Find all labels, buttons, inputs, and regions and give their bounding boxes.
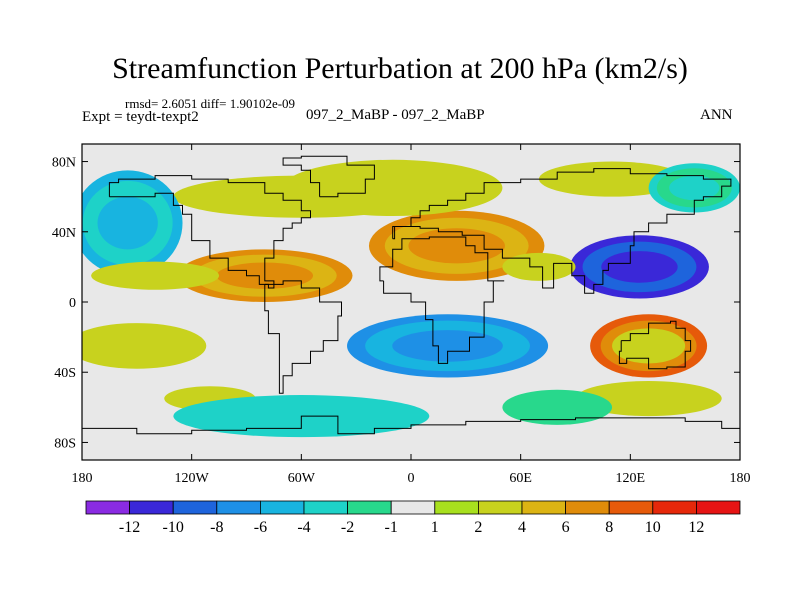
y-tick-label: 0 — [69, 296, 76, 311]
rmsd-label: rmsd= 2.6051 diff= 1.90102e-09 — [125, 96, 296, 111]
colorbar-box — [521, 500, 566, 515]
colorbar-label: -1 — [385, 519, 398, 536]
colorbar-box — [565, 500, 610, 515]
contour-core-4 — [601, 251, 678, 283]
colorbar-box — [129, 500, 174, 515]
colorbar-label: -2 — [341, 519, 354, 536]
season-label: ANN — [700, 107, 733, 123]
colorbar-label: 8 — [605, 519, 613, 536]
x-tick-label: 60E — [509, 471, 532, 486]
chart-title: Streamfunction Perturbation at 200 hPa (… — [112, 52, 688, 85]
colorbar-box — [259, 500, 305, 515]
coastline-6 — [282, 155, 375, 198]
colorbar-box — [216, 500, 261, 515]
coastline-0 — [108, 175, 311, 289]
contour-core-6 — [408, 228, 505, 264]
coastline-4 — [618, 320, 692, 370]
experiment-label: Expt = teydt-texpt2 — [82, 109, 199, 125]
colorbar-box — [696, 500, 741, 515]
y-tick-label: 40N — [52, 226, 76, 241]
x-tick-label: 180 — [72, 471, 93, 486]
y-tick-label: 80S — [54, 436, 76, 451]
colorbar-box — [85, 500, 130, 515]
contour-feature-16 — [502, 389, 613, 425]
x-tick-label: 60W — [288, 471, 316, 486]
colorbar-box — [652, 500, 697, 515]
colorbar-box — [172, 500, 218, 515]
colorbar-box — [477, 500, 523, 515]
coastlines — [82, 155, 740, 460]
contour-feature-9 — [173, 175, 430, 218]
colorbar-label: 2 — [474, 519, 482, 536]
coastline-2 — [379, 236, 505, 364]
colorbar-label: 4 — [518, 519, 526, 536]
coastline-1 — [264, 280, 342, 394]
contour-core-10 — [97, 196, 158, 250]
colorbar-label: -8 — [210, 519, 223, 536]
colorbar-box — [608, 500, 654, 515]
coastline-5 — [82, 415, 740, 460]
x-tick-label: 120E — [616, 471, 646, 486]
colorbar-label: -12 — [119, 519, 140, 536]
colorbar-box — [390, 500, 436, 515]
coastline-3 — [392, 168, 732, 294]
contour-core-14 — [392, 330, 503, 362]
colorbar-label: 1 — [431, 519, 439, 536]
colorbar-label: -4 — [297, 519, 310, 536]
colorbar-label: 10 — [645, 519, 661, 536]
contour-field — [82, 159, 740, 438]
contour-feature-12 — [82, 323, 207, 369]
colorbar-box — [434, 500, 479, 515]
y-tick-label: 80N — [52, 156, 76, 171]
y-tick-label: 40S — [54, 366, 76, 381]
colorbar-label: -6 — [254, 519, 267, 536]
colorbar-label: 6 — [562, 519, 570, 536]
contour-feature-11 — [91, 261, 220, 290]
contour-core-5 — [669, 175, 720, 201]
x-tick-label: 0 — [408, 471, 415, 486]
colorbar-label: -10 — [163, 519, 184, 536]
colorbar-label: 12 — [688, 519, 704, 536]
colorbar-box — [303, 500, 348, 515]
x-tick-label: 180 — [730, 471, 751, 486]
cases-label: 097_2_MaBP - 097_2_MaBP — [306, 107, 485, 123]
x-tick-label: 120W — [175, 471, 210, 486]
colorbar-box — [347, 500, 392, 515]
